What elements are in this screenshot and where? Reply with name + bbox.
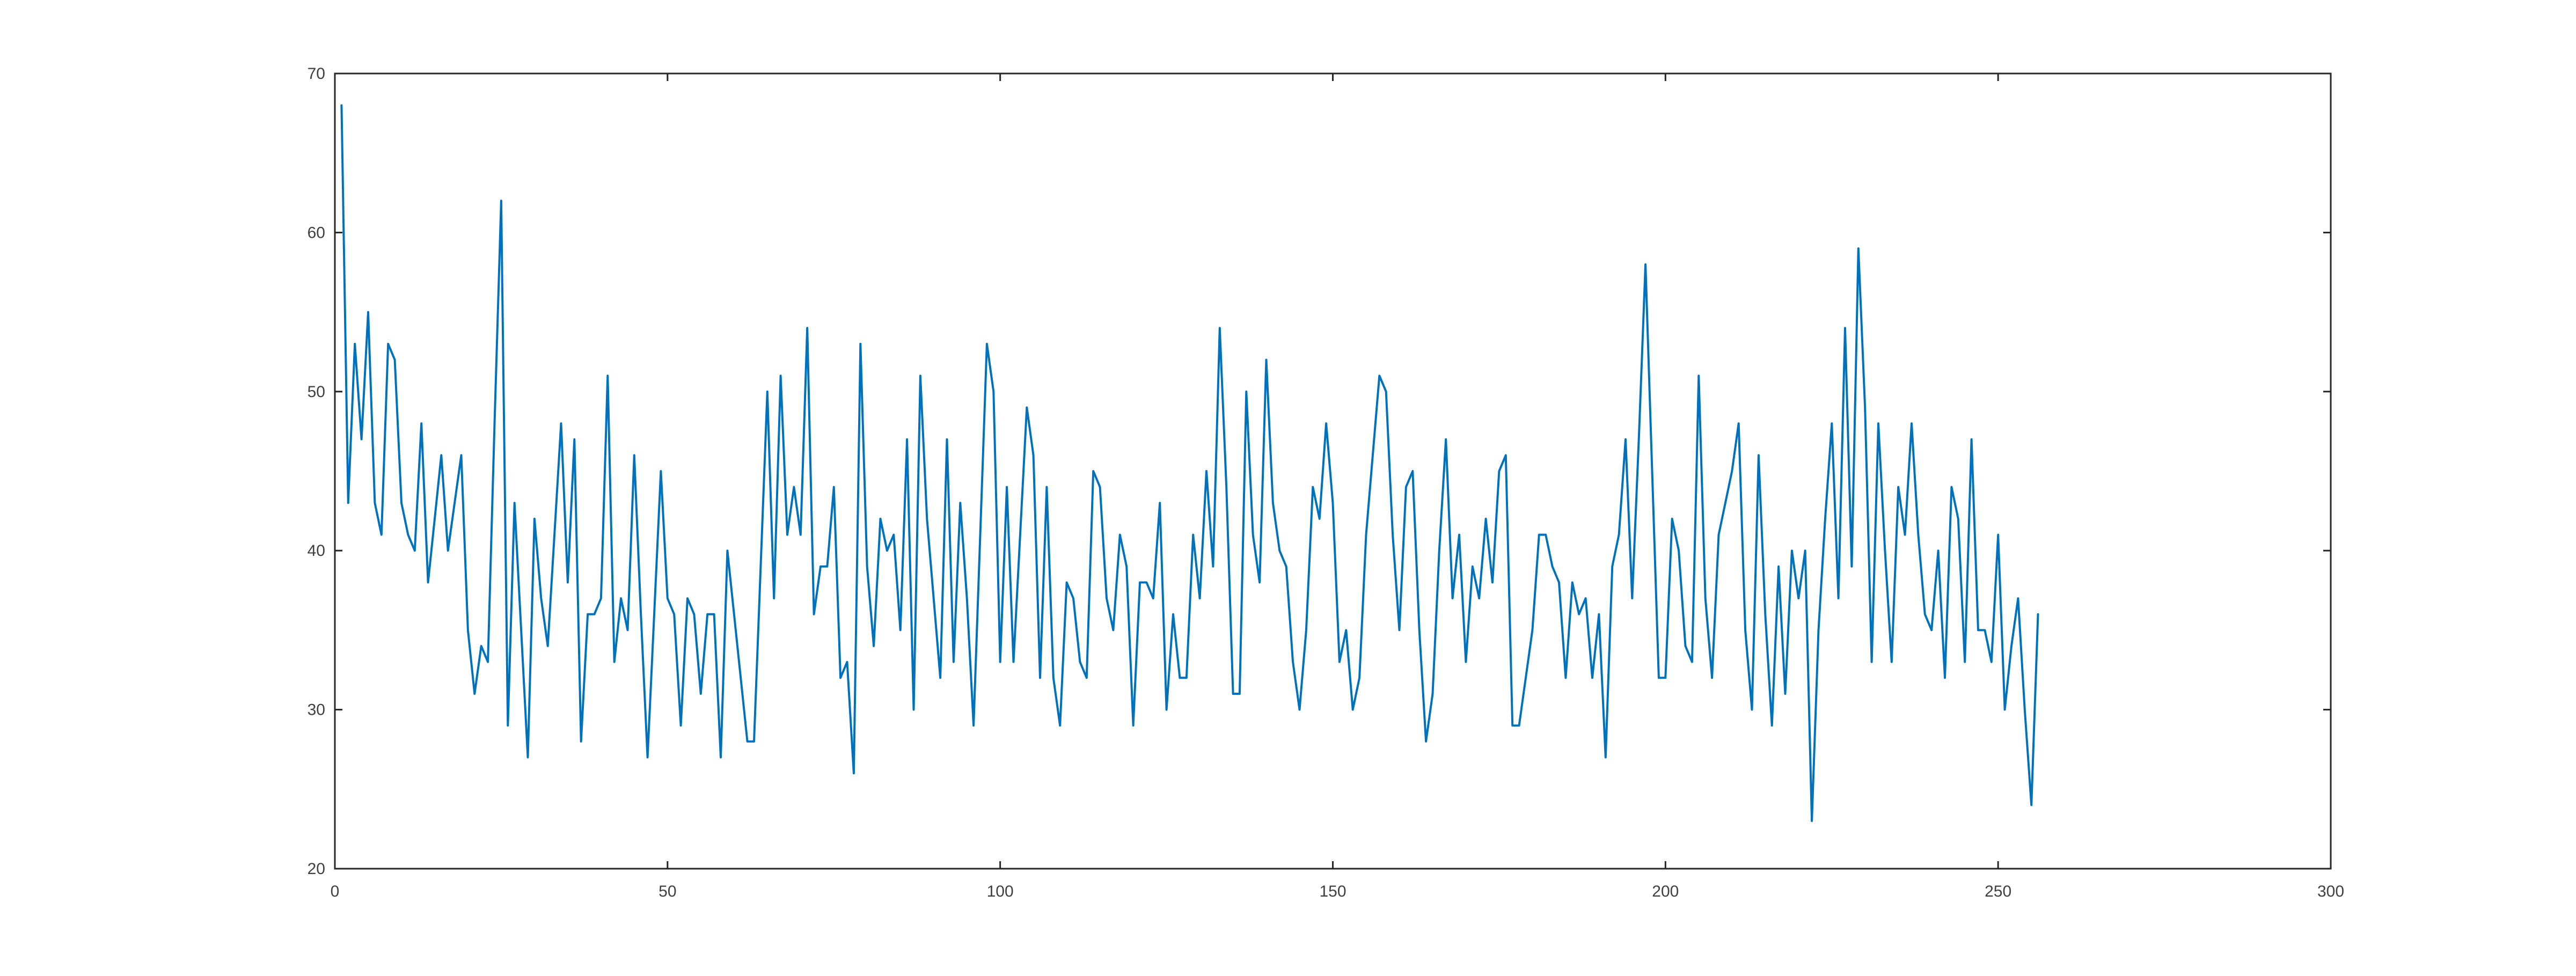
y-tick-label: 20 [308, 860, 325, 878]
x-tick-label: 300 [2317, 883, 2344, 900]
y-tick-label: 30 [308, 701, 325, 719]
y-tick-label: 70 [308, 65, 325, 83]
x-tick-label: 100 [987, 883, 1014, 900]
data-line-group [340, 104, 2039, 823]
y-tick-labels: 20 30 40 50 60 70 [308, 65, 325, 878]
x-tick-label: 50 [658, 883, 676, 900]
data-line [340, 104, 2039, 823]
x-tick-label: 0 [331, 883, 340, 900]
tick-marks [334, 72, 2332, 870]
y-tick-label: 50 [308, 383, 325, 401]
x-tick-label: 200 [1652, 883, 1679, 900]
x-tick-labels: 0 50 100 150 200 250 300 [331, 883, 2344, 900]
x-tick-label: 250 [1985, 883, 2011, 900]
x-tick-label: 150 [1319, 883, 1346, 900]
y-tick-label: 40 [308, 542, 325, 560]
y-tick-label: 60 [308, 224, 325, 241]
